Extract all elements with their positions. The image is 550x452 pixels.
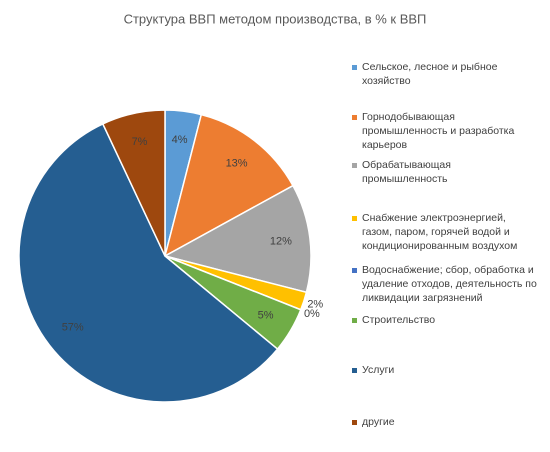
legend-label: Горнодобывающая промышленность и разрабо… — [362, 111, 515, 151]
legend-label: другие — [362, 416, 395, 428]
legend-label: Водоснабжение; сбор, обработка и удалени… — [362, 264, 537, 304]
legend-entry: Сельское, лесное и рыбное хозяйство — [352, 60, 537, 88]
legend-entry: Снабжение электроэнергией, газом, паром,… — [352, 211, 537, 253]
pie-slice — [163, 113, 294, 258]
legend-marker — [352, 318, 357, 323]
data-label: 2% — [307, 299, 323, 311]
legend-entry: другие — [352, 415, 537, 429]
legend-label: Снабжение электроэнергией, газом, паром,… — [362, 212, 518, 252]
pie-slice — [162, 184, 312, 294]
legend-entry: Услуги — [352, 363, 537, 377]
legend-entry: Строительство — [352, 313, 537, 327]
data-label: 57% — [62, 321, 84, 333]
data-label: 0% — [304, 308, 320, 320]
legend-label: Обрабатывающая промышленность — [362, 159, 451, 185]
data-label: 7% — [132, 136, 148, 148]
legend-marker — [352, 420, 357, 425]
legend-marker — [352, 216, 357, 221]
legend-label: Строительство — [362, 314, 436, 326]
pie-slice — [18, 122, 279, 403]
data-label: 4% — [172, 134, 188, 146]
legend-marker — [352, 163, 357, 168]
data-label: 5% — [258, 309, 274, 321]
legend-marker — [352, 65, 357, 70]
legend-marker — [352, 368, 357, 373]
data-label: 12% — [270, 235, 292, 247]
pie-slice — [101, 109, 166, 257]
legend-entry: Обрабатывающая промышленность — [352, 158, 537, 186]
legend-entry: Водоснабжение; сбор, обработка и удалени… — [352, 263, 537, 305]
legend-marker — [352, 268, 357, 273]
legend-label: Услуги — [362, 364, 395, 376]
data-label: 13% — [226, 158, 248, 170]
legend-marker — [352, 115, 357, 120]
chart-title: Структура ВВП методом производства, в % … — [124, 11, 427, 26]
legend-entry: Горнодобывающая промышленность и разрабо… — [352, 110, 537, 152]
legend-label: Сельское, лесное и рыбное хозяйство — [362, 61, 498, 87]
